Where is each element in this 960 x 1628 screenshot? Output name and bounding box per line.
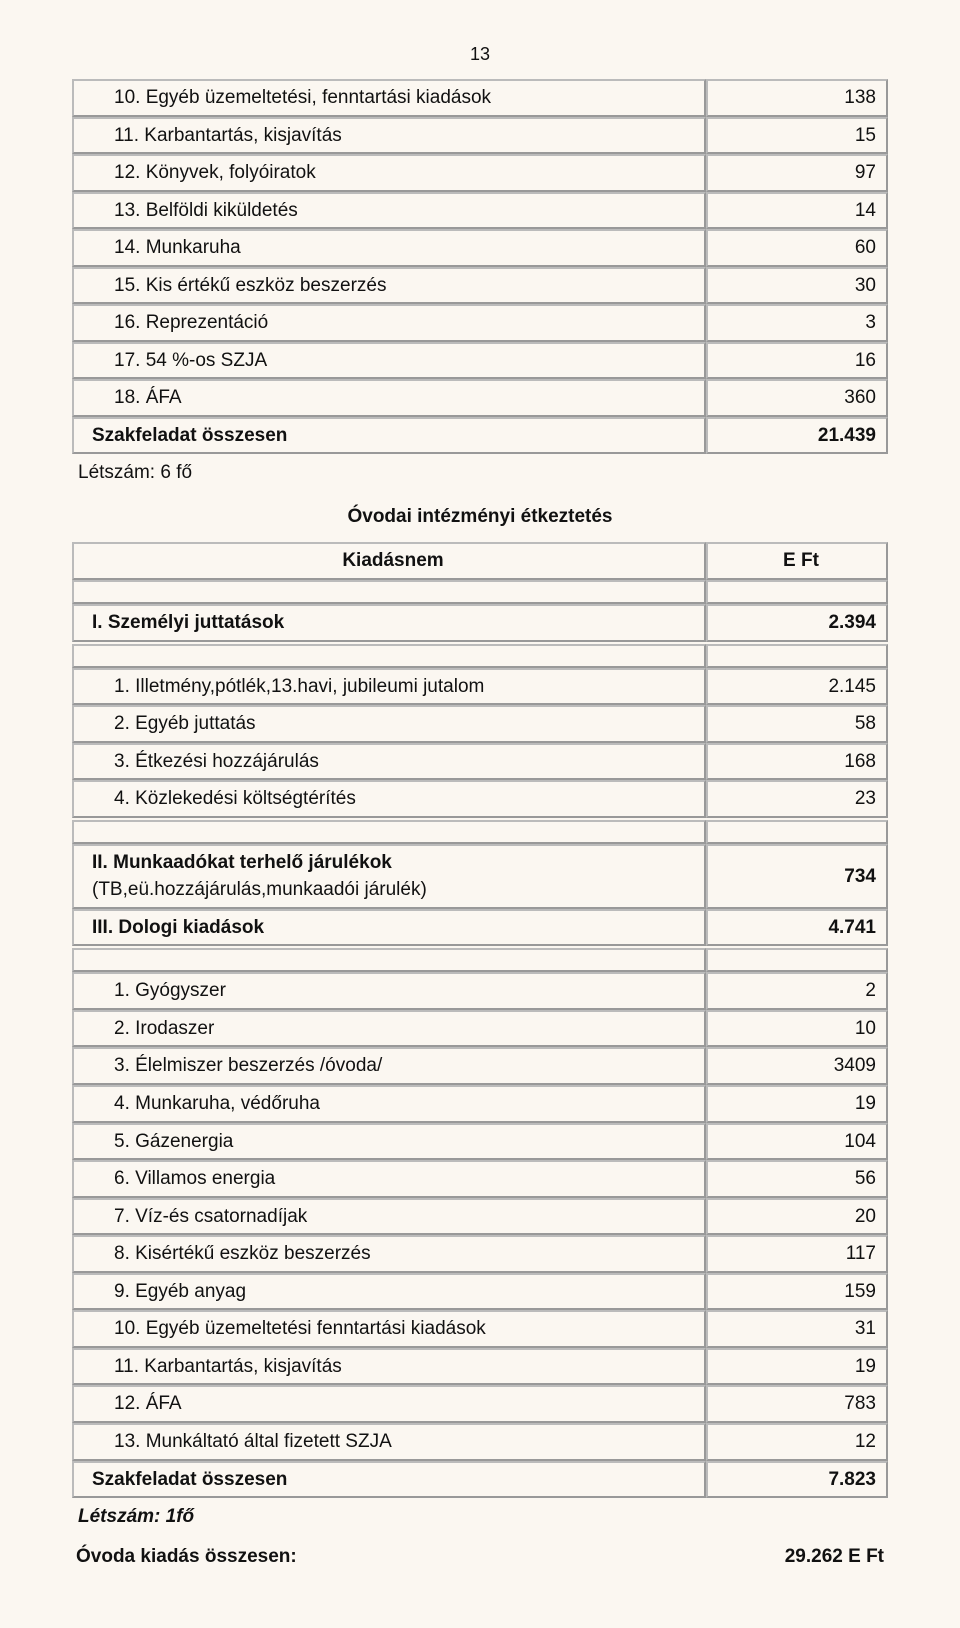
block2-table: II. Munkaadókat terhelő járulékok (TB,eü… bbox=[72, 820, 888, 947]
block3-table: 1. Gyógyszer22. Irodaszer103. Élelmiszer… bbox=[72, 948, 888, 1498]
table-row-value: 360 bbox=[706, 379, 888, 417]
table-row-value: 15 bbox=[706, 117, 888, 155]
spacer bbox=[72, 948, 706, 972]
block1-title-label: I. Személyi juttatások bbox=[72, 604, 706, 642]
table-row-value: 56 bbox=[706, 1160, 888, 1198]
table-row-value: 2.145 bbox=[706, 668, 888, 706]
table-row-value: 23 bbox=[706, 780, 888, 818]
headcount-bottom: Létszám: 1fő bbox=[72, 1500, 888, 1536]
table-row-label: 10. Egyéb üzemeltetési, fenntartási kiad… bbox=[72, 79, 706, 117]
table-row-label: 1. Illetmény,pótlék,13.havi, jubileumi j… bbox=[72, 668, 706, 706]
table-row-label: 9. Egyéb anyag bbox=[72, 1273, 706, 1311]
spacer bbox=[706, 820, 888, 844]
table-row-label: 16. Reprezentáció bbox=[72, 304, 706, 342]
top-total-value: 21.439 bbox=[706, 417, 888, 455]
table-row-label: 11. Karbantartás, kisjavítás bbox=[72, 117, 706, 155]
footer-label: Óvoda kiadás összesen: bbox=[76, 1546, 297, 1568]
block2-title-b: (TB,eü.hozzájárulás,munkaadói járulék) bbox=[92, 876, 694, 904]
table-row-label: 12. Könyvek, folyóiratok bbox=[72, 154, 706, 192]
table-row-value: 117 bbox=[706, 1235, 888, 1273]
spacer bbox=[706, 644, 888, 668]
table-row-label: 12. ÁFA bbox=[72, 1385, 706, 1423]
block2-title: II. Munkaadókat terhelő járulékok (TB,eü… bbox=[72, 844, 706, 909]
table-row-value: 2 bbox=[706, 972, 888, 1010]
table-row-label: 11. Karbantartás, kisjavítás bbox=[72, 1348, 706, 1386]
table-row-label: 10. Egyéb üzemeltetési fenntartási kiadá… bbox=[72, 1310, 706, 1348]
table-row-value: 168 bbox=[706, 743, 888, 781]
header-label: Kiadásnem bbox=[72, 542, 706, 580]
table-row-label: 1. Gyógyszer bbox=[72, 972, 706, 1010]
table-row-value: 138 bbox=[706, 79, 888, 117]
table-row-label: 3. Étkezési hozzájárulás bbox=[72, 743, 706, 781]
page-number: 13 bbox=[72, 44, 888, 65]
table-row-label: 2. Egyéb juttatás bbox=[72, 705, 706, 743]
table-row-label: 4. Közlekedési költségtérítés bbox=[72, 780, 706, 818]
table-row-value: 20 bbox=[706, 1198, 888, 1236]
table-row-label: 5. Gázenergia bbox=[72, 1123, 706, 1161]
bottom-total-value: 7.823 bbox=[706, 1461, 888, 1499]
table-row-value: 159 bbox=[706, 1273, 888, 1311]
block1-title-value: 2.394 bbox=[706, 604, 888, 642]
block3-title-label: III. Dologi kiadások bbox=[72, 909, 706, 947]
spacer bbox=[72, 820, 706, 844]
table-row-label: 8. Kisértékű eszköz beszerzés bbox=[72, 1235, 706, 1273]
table-row-label: 6. Villamos energia bbox=[72, 1160, 706, 1198]
bottom-total-label: Szakfeladat összesen bbox=[72, 1461, 706, 1499]
table-row-label: 14. Munkaruha bbox=[72, 229, 706, 267]
table-row-value: 30 bbox=[706, 267, 888, 305]
table-row-label: 2. Irodaszer bbox=[72, 1010, 706, 1048]
top-total-label: Szakfeladat összesen bbox=[72, 417, 706, 455]
footer-value: 29.262 E Ft bbox=[785, 1546, 884, 1568]
block2-value: 734 bbox=[706, 844, 888, 909]
table-row-value: 3409 bbox=[706, 1047, 888, 1085]
footer-total: Óvoda kiadás összesen: 29.262 E Ft bbox=[72, 1536, 888, 1572]
top-table: 10. Egyéb üzemeltetési, fenntartási kiad… bbox=[72, 79, 888, 454]
table-row-label: 13. Munkáltató által fizetett SZJA bbox=[72, 1423, 706, 1461]
document-page: 13 10. Egyéb üzemeltetési, fenntartási k… bbox=[0, 0, 960, 1628]
table-row-label: 4. Munkaruha, védőruha bbox=[72, 1085, 706, 1123]
header-table: Kiadásnem E Ft I. Személyi juttatások 2.… bbox=[72, 542, 888, 641]
block1-table: 1. Illetmény,pótlék,13.havi, jubileumi j… bbox=[72, 644, 888, 818]
table-row-value: 19 bbox=[706, 1348, 888, 1386]
table-row-label: 3. Élelmiszer beszerzés /óvoda/ bbox=[72, 1047, 706, 1085]
table-row-value: 31 bbox=[706, 1310, 888, 1348]
spacer bbox=[72, 644, 706, 668]
headcount-top: Létszám: 6 fő bbox=[72, 456, 888, 492]
table-row-value: 10 bbox=[706, 1010, 888, 1048]
table-row-value: 783 bbox=[706, 1385, 888, 1423]
table-row-value: 16 bbox=[706, 342, 888, 380]
table-row-value: 14 bbox=[706, 192, 888, 230]
spacer bbox=[706, 948, 888, 972]
block2-title-a: II. Munkaadókat terhelő járulékok bbox=[92, 849, 694, 877]
table-row-value: 60 bbox=[706, 229, 888, 267]
spacer bbox=[706, 580, 888, 604]
table-row-value: 58 bbox=[706, 705, 888, 743]
table-row-label: 7. Víz-és csatornadíjak bbox=[72, 1198, 706, 1236]
table-row-value: 19 bbox=[706, 1085, 888, 1123]
spacer bbox=[72, 580, 706, 604]
section-title: Óvodai intézményi étkeztetés bbox=[72, 506, 888, 528]
block3-title-value: 4.741 bbox=[706, 909, 888, 947]
table-row-label: 13. Belföldi kiküldetés bbox=[72, 192, 706, 230]
table-row-label: 17. 54 %-os SZJA bbox=[72, 342, 706, 380]
table-row-label: 18. ÁFA bbox=[72, 379, 706, 417]
table-row-value: 12 bbox=[706, 1423, 888, 1461]
table-row-value: 97 bbox=[706, 154, 888, 192]
table-row-value: 3 bbox=[706, 304, 888, 342]
table-row-value: 104 bbox=[706, 1123, 888, 1161]
header-value: E Ft bbox=[706, 542, 888, 580]
table-row-label: 15. Kis értékű eszköz beszerzés bbox=[72, 267, 706, 305]
